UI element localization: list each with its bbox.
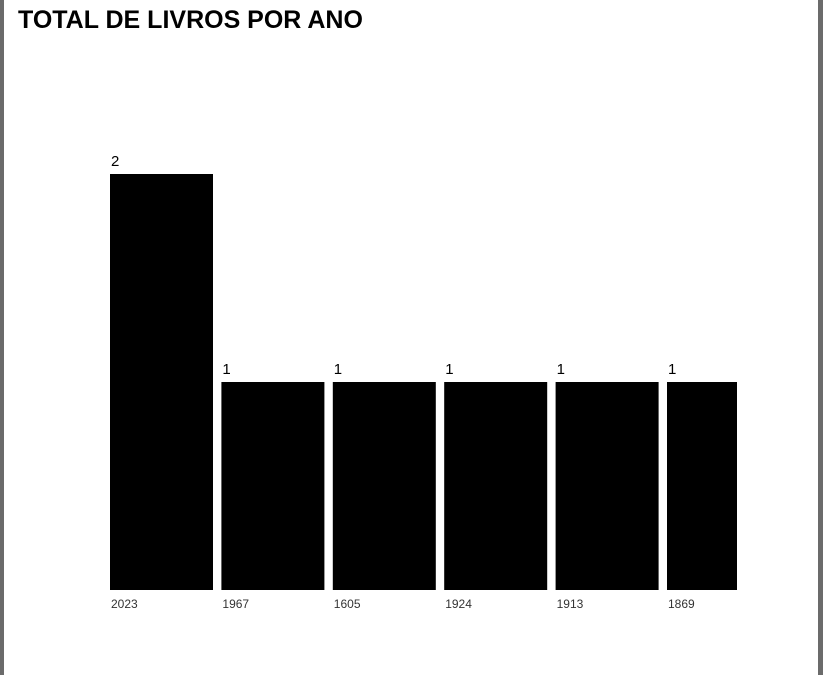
x-tick-label-1605: 1605 [334, 597, 361, 611]
x-tick-labels-group: 2023 1967 1605 1924 1913 1869 [111, 597, 695, 611]
bar-1913 [555, 382, 659, 590]
x-tick-label-1869: 1869 [668, 597, 695, 611]
x-tick-label-2023: 2023 [111, 597, 138, 611]
bars-group [110, 174, 737, 590]
bar-2023 [110, 174, 213, 590]
value-label-2023: 2 [111, 153, 119, 170]
x-tick-label-1913: 1913 [557, 597, 584, 611]
value-label-1913: 1 [557, 361, 565, 378]
bar-1869 [667, 382, 737, 590]
value-label-1605: 1 [334, 361, 342, 378]
bar-1967 [221, 382, 325, 590]
bar-1924 [444, 382, 548, 590]
bar-1605 [332, 382, 436, 590]
x-tick-label-1967: 1967 [222, 597, 249, 611]
value-label-1967: 1 [222, 361, 230, 378]
chart-panel: TOTAL DE LIVROS POR ANO 2 1 1 1 1 1 2023 1967 1… [4, 0, 818, 675]
value-labels-group: 2 1 1 1 1 1 [111, 153, 676, 378]
value-label-1869: 1 [668, 361, 676, 378]
x-tick-label-1924: 1924 [445, 597, 472, 611]
value-label-1924: 1 [445, 361, 453, 378]
chart-title: TOTAL DE LIVROS POR ANO [18, 6, 363, 34]
bar-chart: 2 1 1 1 1 1 2023 1967 1605 1924 1913 1869 [110, 153, 737, 611]
